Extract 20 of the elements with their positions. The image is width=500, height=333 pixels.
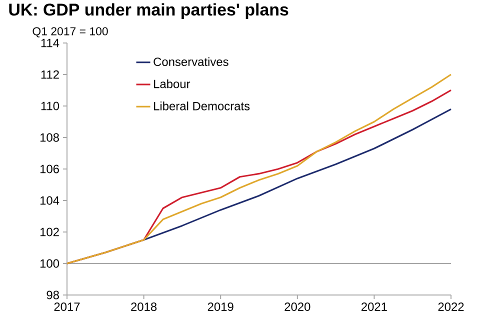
x-tick-label: 2022 [438,302,464,311]
y-tick-label: 104 [40,196,60,205]
legend-label: Labour [154,79,190,88]
y-tick-label: 112 [41,70,59,79]
x-tick-label: 2021 [361,302,387,311]
y-tick-label: 106 [40,164,59,174]
chart-title: UK: GDP under main parties' plans [9,3,288,19]
y-tick-label: 102 [40,228,59,236]
y-tick-label: 114 [41,38,60,48]
x-tick-label: 2019 [208,302,234,311]
y-tick-label: 100 [40,259,60,268]
y-tick-label: 98 [46,290,59,300]
y-tick-label: 108 [40,133,59,142]
x-tick-label: 2017 [54,302,80,311]
legend-label: Conservatives [154,57,228,66]
legend-label: Liberal Democrats [154,102,250,110]
x-tick-label: 2020 [284,302,310,311]
y-tick-label: 110 [41,102,60,110]
chart-subtitle: Q1 2017 = 100 [32,27,108,38]
x-tick-label: 2018 [131,302,157,311]
